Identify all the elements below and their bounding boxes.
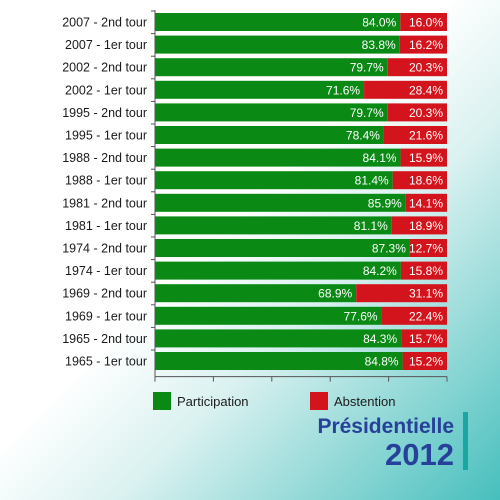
participation-value-label: 81.4% <box>355 174 389 188</box>
abstention-bar <box>392 171 447 190</box>
participation-bar <box>155 58 388 77</box>
abstention-bar <box>364 80 447 99</box>
category-label: 1988 - 2nd tour <box>62 151 147 165</box>
participation-bar <box>155 352 403 370</box>
category-label: 1988 - 1er tour <box>65 174 147 188</box>
abstention-bar <box>402 352 447 370</box>
category-label: 1965 - 2nd tour <box>62 332 147 346</box>
participation-value-label: 79.7% <box>350 106 384 120</box>
abstention-value-label: 20.3% <box>409 61 443 75</box>
abstention-value-label: 14.1% <box>409 196 443 210</box>
abstention-bar <box>401 329 447 348</box>
participation-bar <box>155 329 402 348</box>
category-label: 1995 - 1er tour <box>65 129 147 143</box>
participation-value-label: 68.9% <box>318 287 352 301</box>
participation-bar <box>155 216 392 235</box>
legend-participation-label: Participation <box>177 393 249 409</box>
participation-value-label: 84.8% <box>365 355 399 369</box>
participation-value-label: 78.4% <box>346 129 380 143</box>
abstention-value-label: 18.9% <box>409 219 443 233</box>
participation-value-label: 85.9% <box>368 196 402 210</box>
legend-abstention-swatch <box>310 392 328 410</box>
abstention-value-label: 18.6% <box>409 174 443 188</box>
category-label: 1981 - 1er tour <box>65 219 147 233</box>
category-label: 1974 - 2nd tour <box>62 242 147 256</box>
category-label: 2002 - 1er tour <box>65 83 147 97</box>
participation-bar <box>155 13 401 31</box>
abstention-bar <box>381 306 447 325</box>
abstention-bar <box>409 239 447 257</box>
abstention-value-label: 15.8% <box>409 264 443 278</box>
participation-value-label: 84.0% <box>362 16 396 30</box>
abstention-bar <box>387 58 447 77</box>
participation-value-label: 77.6% <box>344 309 378 323</box>
participation-value-label: 81.1% <box>354 219 388 233</box>
participation-value-label: 83.8% <box>362 38 396 52</box>
legend-participation-swatch <box>153 392 171 410</box>
participation-bar <box>155 239 410 257</box>
participation-value-label: 84.1% <box>363 151 397 165</box>
participation-bar <box>155 103 388 122</box>
abstention-bar <box>356 284 447 303</box>
category-label: 2007 - 2nd tour <box>62 16 147 30</box>
participation-value-label: 84.3% <box>363 332 397 346</box>
abstention-value-label: 20.3% <box>409 106 443 120</box>
participation-bar <box>155 126 384 144</box>
participation-value-label: 71.6% <box>326 83 360 97</box>
participation-bar <box>155 35 400 54</box>
category-label: 1969 - 2nd tour <box>62 287 147 301</box>
participation-bar <box>155 148 401 167</box>
category-label: 1969 - 1er tour <box>65 309 147 323</box>
legend-abstention: Abstention <box>310 391 395 411</box>
participation-bar <box>155 80 365 99</box>
category-label: 1965 - 1er tour <box>65 355 147 369</box>
abstention-value-label: 16.2% <box>409 38 443 52</box>
category-label: 2002 - 2nd tour <box>62 61 147 75</box>
abstention-value-label: 31.1% <box>409 287 443 301</box>
brand-logo: Présidentielle 2012 <box>304 412 468 470</box>
abstention-value-label: 12.7% <box>409 242 443 256</box>
abstention-bar <box>400 148 447 167</box>
legend-participation: Participation <box>153 391 249 411</box>
abstention-bar <box>400 261 447 280</box>
abstention-bar <box>399 35 447 54</box>
abstention-value-label: 28.4% <box>409 83 443 97</box>
participation-value-label: 87.3% <box>372 242 406 256</box>
brand-line1: Présidentielle <box>317 415 454 438</box>
legend-abstention-label: Abstention <box>334 393 396 409</box>
participation-bar <box>155 193 406 212</box>
abstention-value-label: 22.4% <box>409 309 443 323</box>
abstention-value-label: 15.7% <box>409 332 443 346</box>
abstention-bar <box>383 126 447 144</box>
brand-line2: 2012 <box>385 437 454 472</box>
participation-value-label: 84.2% <box>363 264 397 278</box>
participation-bar <box>155 306 382 325</box>
abstention-value-label: 16.0% <box>409 16 443 30</box>
participation-bar <box>155 284 357 303</box>
participation-value-label: 79.7% <box>350 61 384 75</box>
category-label: 1995 - 2nd tour <box>62 106 147 120</box>
category-label: 1981 - 2nd tour <box>62 196 147 210</box>
participation-bar <box>155 171 393 190</box>
abstention-bar <box>387 103 447 122</box>
category-label: 2007 - 1er tour <box>65 38 147 52</box>
abstention-value-label: 15.9% <box>409 151 443 165</box>
abstention-value-label: 21.6% <box>409 129 443 143</box>
abstention-bar <box>405 193 447 212</box>
abstention-bar <box>391 216 447 235</box>
abstention-value-label: 15.2% <box>409 355 443 369</box>
category-label: 1974 - 1er tour <box>65 264 147 278</box>
participation-bar <box>155 261 401 280</box>
abstention-bar <box>400 13 447 31</box>
